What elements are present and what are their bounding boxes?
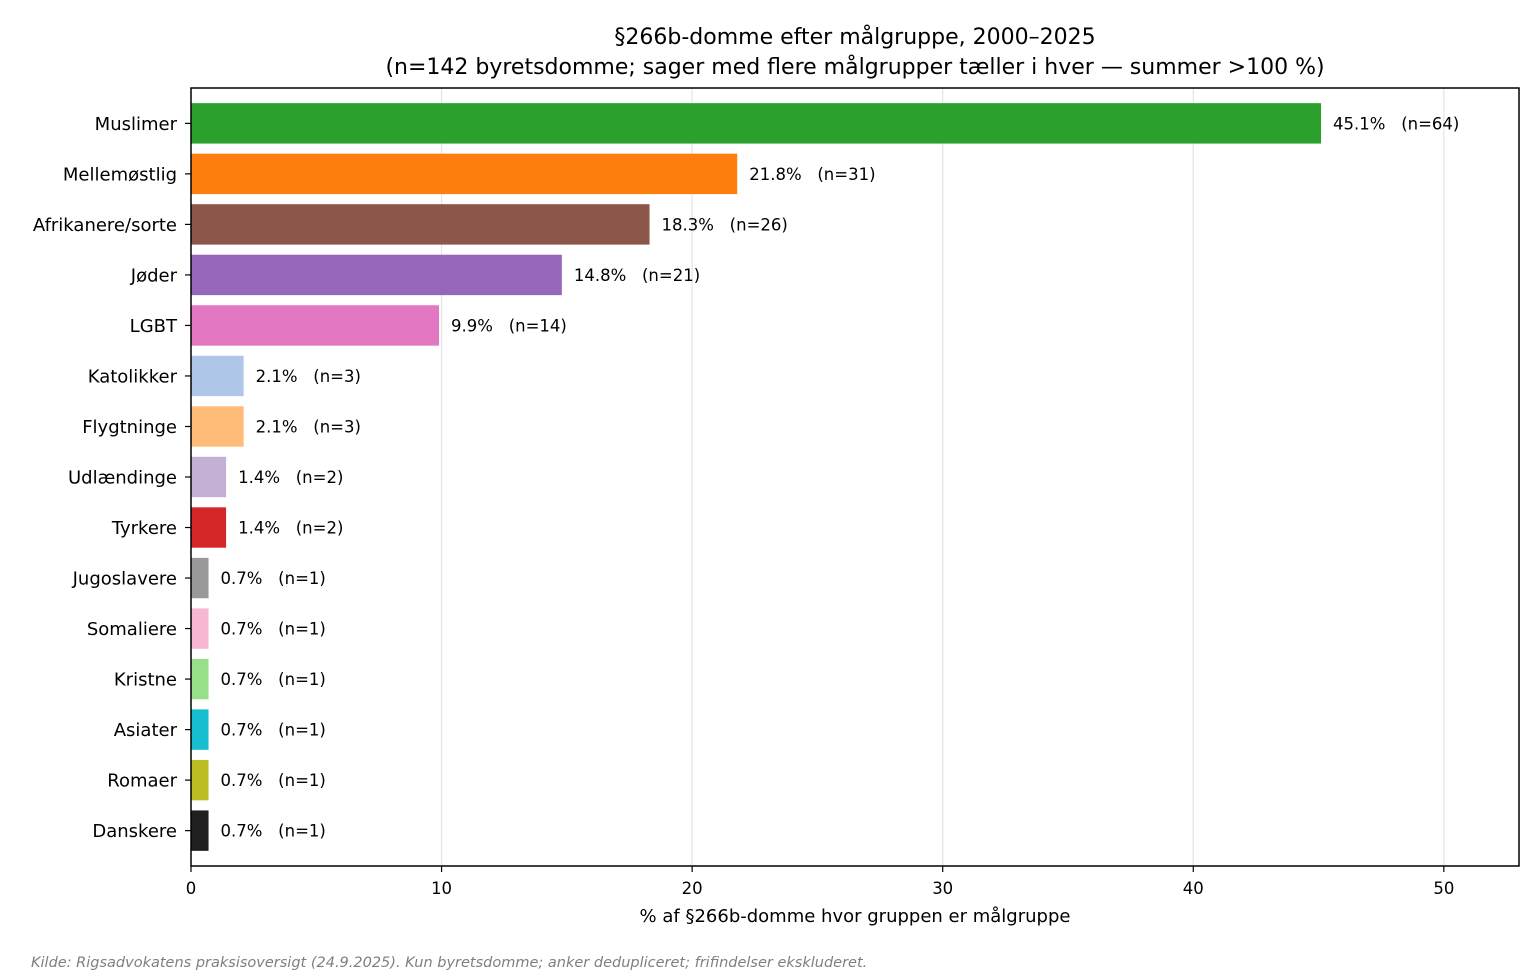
bar (191, 608, 209, 649)
value-label: 18.3% (n=26) (662, 215, 788, 234)
bar (191, 153, 738, 195)
y-tick-label: Katolikker (88, 366, 178, 387)
value-labels: 45.1% (n=64) 21.8% (n=31) 18.3% (n=26) 14.8… (221, 114, 1460, 840)
value-label: 2.1% (n=3) (256, 417, 361, 436)
value-label: 1.4% (n=2) (238, 468, 343, 487)
x-axis-ticks: 0 10 20 30 40 50 (186, 866, 1454, 898)
value-label: 0.7% (n=1) (221, 822, 326, 841)
y-tick-label: Tyrkere (111, 518, 177, 539)
value-label: 0.7% (n=1) (221, 569, 326, 588)
value-label: 14.8% (n=21) (574, 266, 700, 285)
plot-frame (190, 87, 1520, 867)
value-label: 1.4% (n=2) (238, 519, 343, 538)
y-tick-label: Somaliere (87, 619, 177, 640)
y-tick-label: Romaer (107, 771, 177, 792)
x-tick-label: 50 (1433, 879, 1454, 898)
bar (191, 204, 650, 245)
x-tick-label: 40 (1183, 879, 1204, 898)
bar (191, 305, 440, 346)
x-tick-label: 20 (682, 879, 703, 898)
bar (191, 507, 227, 548)
bar (191, 557, 209, 599)
value-label: 0.7% (n=1) (221, 771, 326, 790)
y-tick-label: Udlændinge (68, 468, 177, 489)
x-tick-label: 0 (186, 879, 197, 898)
y-tick-label: Danskere (92, 821, 177, 842)
bar (191, 658, 209, 700)
y-tick-label: Flygtninge (82, 417, 177, 438)
x-tick-label: 10 (431, 879, 452, 898)
bar (191, 254, 562, 296)
value-label: 21.8% (n=31) (749, 165, 875, 184)
value-label: 0.7% (n=1) (221, 620, 326, 639)
y-axis-ticks: Muslimer Mellemøstlig Afrikanere/sorte Jøde… (33, 114, 191, 842)
y-tick-label: LGBT (130, 316, 178, 337)
y-tick-label: Afrikanere/sorte (33, 215, 177, 236)
bar (191, 103, 1322, 144)
y-tick-label: Mellemøstlig (63, 164, 177, 185)
value-label: 0.7% (n=1) (221, 721, 326, 740)
y-tick-label: Kristne (114, 670, 177, 691)
x-axis-label: % af §266b-domme hvor gruppen er målgrup… (639, 906, 1071, 927)
chart-subtitle: (n=142 byretsdomme; sager med flere målg… (385, 55, 1325, 80)
bar (191, 355, 244, 397)
y-tick-label: Jugoslavere (72, 569, 177, 590)
value-label: 9.9% (n=14) (451, 316, 567, 335)
bar (191, 759, 209, 801)
bar (191, 456, 227, 498)
value-label: 2.1% (n=3) (256, 367, 361, 386)
bar (191, 709, 209, 750)
bar (191, 406, 244, 447)
source-note: Kilde: Rigsadvokatens praksisoversigt (2… (31, 955, 868, 971)
y-tick-label: Asiater (114, 720, 178, 741)
value-label: 0.7% (n=1) (221, 670, 326, 689)
bar (191, 810, 209, 851)
chart-title: §266b-domme efter målgruppe, 2000–2025 (614, 25, 1096, 50)
x-tick-label: 30 (932, 879, 953, 898)
value-label: 45.1% (n=64) (1333, 114, 1459, 133)
y-tick-label: Muslimer (95, 114, 178, 135)
y-tick-label: Jøder (130, 265, 178, 286)
bars (191, 103, 1322, 851)
